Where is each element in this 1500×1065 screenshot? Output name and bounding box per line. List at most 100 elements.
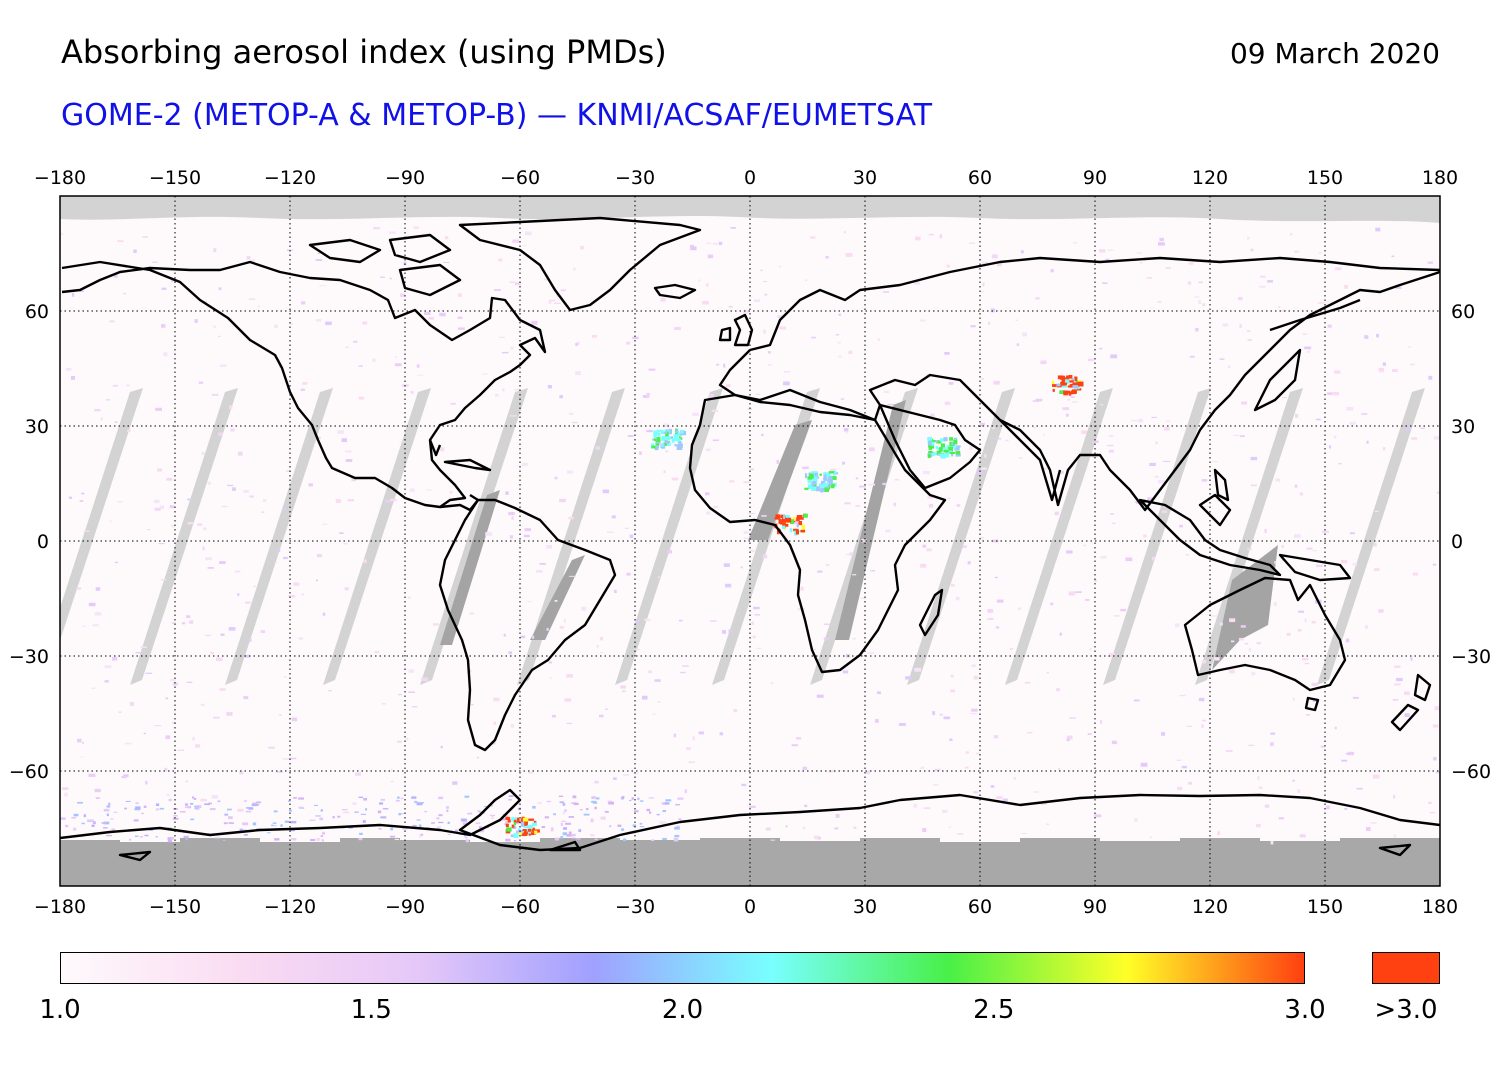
aerosol-hotspot-pixel (928, 450, 933, 455)
aerosol-hotspot-pixel (827, 476, 833, 482)
aerosol-speckle (922, 828, 927, 832)
aerosol-speckle (992, 427, 995, 430)
aerosol-speckle (1163, 426, 1170, 431)
aerosol-speckle (1210, 615, 1217, 617)
aerosol-speckle (1259, 275, 1266, 278)
aerosol-speckle (979, 536, 985, 539)
aerosol-speckle (91, 687, 96, 689)
aerosol-speckle (834, 827, 839, 830)
aerosol-speckle (728, 305, 733, 308)
aerosol-speckle (949, 738, 953, 741)
aerosol-hotspot-pixel (1051, 380, 1055, 385)
aerosol-speckle (867, 652, 874, 654)
aerosol-speckle (646, 429, 653, 433)
aerosol-speckle (1315, 564, 1323, 568)
aerosol-speckle (332, 816, 335, 819)
aerosol-speckle (947, 497, 951, 500)
aerosol-speckle (440, 745, 444, 749)
aerosol-speckle (1085, 599, 1090, 601)
aerosol-hotspot-pixel (785, 514, 790, 518)
aerosol-hotspot-pixel (946, 450, 953, 454)
aerosol-speckle (358, 396, 365, 400)
aerosol-speckle (1163, 460, 1171, 462)
aerosol-hotspot-pixel (927, 436, 933, 441)
aerosol-speckle (944, 401, 951, 406)
aerosol-hotspot-pixel (774, 517, 780, 520)
aerosol-speckle (657, 576, 660, 578)
aerosol-speckle (741, 783, 747, 787)
aerosol-speckle (1394, 665, 1401, 669)
aerosol-speckle (576, 341, 580, 345)
aerosol-speckle (1325, 805, 1330, 810)
aerosol-speckle (1202, 303, 1206, 306)
aerosol-hotspot-pixel (811, 481, 817, 485)
aerosol-speckle (462, 822, 469, 826)
aerosol-speckle (1225, 750, 1233, 752)
aerosol-speckle (565, 822, 571, 825)
aerosol-speckle (962, 545, 967, 548)
aerosol-speckle (173, 815, 178, 817)
aerosol-speckle (1013, 777, 1017, 780)
aerosol-speckle (76, 587, 82, 590)
aerosol-speckle (980, 467, 987, 470)
aerosol-speckle (1432, 724, 1439, 728)
aerosol-speckle (412, 824, 417, 828)
aerosol-hotspot-pixel (814, 472, 818, 477)
aerosol-speckle (345, 450, 352, 453)
aerosol-speckle (204, 634, 211, 637)
aerosol-speckle (686, 747, 691, 750)
aerosol-speckle (1286, 632, 1291, 636)
aerosol-speckle (229, 405, 233, 410)
aerosol-speckle (217, 800, 221, 802)
aerosol-speckle (548, 661, 552, 664)
aerosol-speckle (1349, 421, 1356, 425)
aerosol-speckle (852, 573, 857, 576)
aerosol-speckle (114, 421, 118, 424)
aerosol-speckle (1159, 237, 1164, 242)
aerosol-speckle (155, 808, 160, 811)
aerosol-speckle (289, 322, 293, 325)
lat-tick-label-right: −60 (1451, 761, 1491, 783)
aerosol-speckle (421, 677, 428, 682)
aerosol-speckle (1181, 765, 1187, 769)
aerosol-speckle (194, 319, 198, 323)
aerosol-speckle (1408, 346, 1411, 348)
aerosol-speckle (345, 346, 349, 348)
aerosol-speckle (426, 489, 432, 491)
lon-tick-label-top: 60 (968, 167, 992, 189)
aerosol-hotspot-pixel (1075, 380, 1078, 383)
aerosol-speckle (252, 585, 256, 588)
aerosol-speckle (665, 799, 672, 802)
aerosol-hotspot-pixel (811, 471, 816, 475)
aerosol-speckle (770, 839, 776, 841)
aerosol-speckle (243, 834, 248, 836)
aerosol-hotspot-pixel (939, 447, 943, 452)
aerosol-speckle (1151, 556, 1155, 561)
aerosol-speckle (524, 528, 532, 532)
overlap-gap-east-africa (835, 400, 906, 640)
aerosol-speckle (315, 259, 323, 262)
aerosol-speckle (980, 422, 985, 427)
aerosol-speckle (491, 815, 494, 820)
aerosol-hotspot-pixel (804, 473, 808, 479)
lon-tick-label-bottom: 60 (968, 896, 992, 918)
aerosol-hotspot-pixel (663, 442, 668, 446)
aerosol-speckle (779, 326, 787, 330)
aerosol-speckle (1087, 733, 1092, 735)
aerosol-speckle (285, 470, 292, 472)
aerosol-speckle (508, 795, 514, 797)
aerosol-speckle (571, 837, 576, 839)
coastline-antarctic-islands (118, 840, 1412, 862)
aerosol-speckle (760, 269, 763, 271)
aerosol-speckle (733, 709, 738, 713)
aerosol-speckle (546, 800, 552, 803)
aerosol-speckle (395, 799, 400, 802)
aerosol-speckle (457, 316, 463, 319)
orbit-gap-stripe (1317, 388, 1425, 685)
aerosol-speckle (272, 822, 277, 824)
aerosol-hotspot-pixel (657, 429, 663, 432)
aerosol-speckle (428, 317, 434, 320)
aerosol-speckle (1247, 339, 1252, 341)
aerosol-speckle (135, 806, 141, 810)
aerosol-speckle (1165, 420, 1171, 422)
